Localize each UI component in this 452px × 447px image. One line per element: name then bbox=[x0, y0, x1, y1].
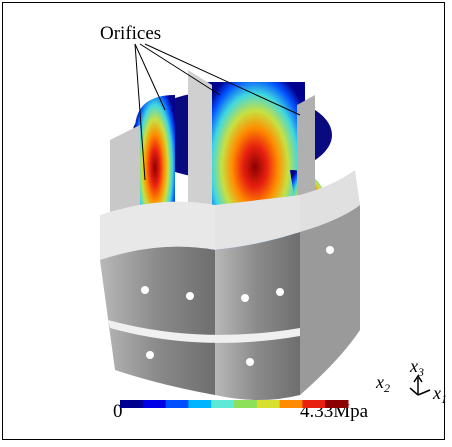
block bbox=[300, 205, 360, 395]
axis-letter: x bbox=[432, 383, 441, 403]
axis-index: 2 bbox=[384, 381, 390, 395]
leader-line bbox=[140, 44, 220, 95]
hole bbox=[276, 288, 284, 296]
colorbar-swatch bbox=[188, 400, 211, 408]
hole bbox=[326, 246, 334, 254]
axis-index: 1 bbox=[441, 392, 447, 406]
hole bbox=[241, 294, 249, 302]
axis-label: x3 bbox=[409, 356, 424, 379]
colorbar-swatch bbox=[120, 400, 143, 408]
colorbar-swatch bbox=[280, 400, 303, 408]
axis-arrow bbox=[418, 390, 430, 395]
hole bbox=[246, 358, 254, 366]
axis-label: x2 bbox=[375, 372, 390, 395]
model bbox=[100, 70, 360, 400]
axis-letter: x bbox=[409, 356, 418, 376]
colorbar-swatch bbox=[302, 400, 325, 408]
axis-arrow bbox=[410, 388, 418, 395]
figure: Orifices 0 4.33Mpa x3 x2 x1 bbox=[0, 0, 452, 447]
callout-label: Orifices bbox=[100, 23, 161, 44]
axis-letter: x bbox=[375, 372, 384, 392]
colorbar-swatch bbox=[143, 400, 166, 408]
colorbar-swatch bbox=[257, 400, 280, 408]
axis-index: 3 bbox=[417, 365, 424, 379]
colorbar bbox=[120, 400, 349, 408]
colorbar-swatch bbox=[211, 400, 234, 408]
colorbar-swatch bbox=[166, 400, 189, 408]
colorbar-swatch bbox=[234, 400, 257, 408]
colorbar-swatch bbox=[325, 400, 348, 408]
block bbox=[100, 247, 215, 395]
block bbox=[215, 232, 300, 400]
hole bbox=[146, 351, 154, 359]
hole bbox=[186, 292, 194, 300]
hole bbox=[141, 286, 149, 294]
